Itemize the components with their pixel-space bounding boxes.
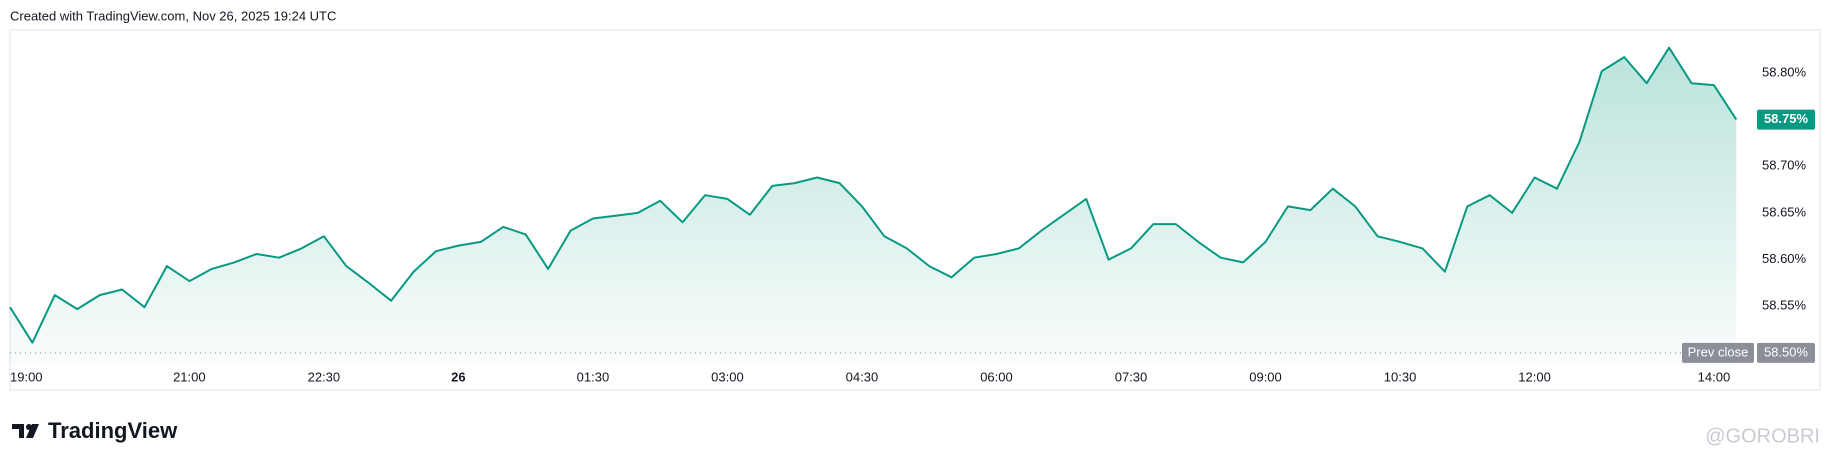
x-tick-label: 10:30	[1384, 369, 1417, 384]
x-tick-label: 19:00	[10, 369, 43, 384]
prev-close-box	[1757, 342, 1815, 363]
x-tick-label: 21:00	[173, 369, 206, 384]
header: Created with TradingView.com, Nov 26, 20…	[10, 8, 336, 23]
y-tick-label: 58.70%	[1762, 158, 1807, 173]
x-tick-label: 14:00	[1698, 369, 1731, 384]
y-tick-label: 58.60%	[1762, 251, 1807, 266]
x-tick-label: 06:00	[980, 369, 1013, 384]
price-line	[9, 46, 1738, 344]
area-fill	[10, 47, 1737, 366]
x-tick-label: 04:30	[846, 369, 879, 384]
prev-close-name: Prev close	[1688, 344, 1749, 359]
logo-icon	[12, 424, 39, 438]
y-tick-label: 58.80%	[1762, 64, 1807, 79]
y-tick-label: 58.65%	[1762, 204, 1807, 219]
x-tick-label: 22:30	[308, 369, 341, 384]
logo: TradingView	[48, 418, 178, 443]
x-tick-label: 07:30	[1115, 369, 1148, 384]
prev-close-name-box	[1682, 342, 1754, 363]
chart-frame	[9, 29, 1821, 391]
last-price-label: 58.75%	[1764, 111, 1809, 126]
x-tick-label: 03:00	[711, 369, 744, 384]
x-tick-label: 01:30	[577, 369, 610, 384]
watermark: @GOROBRI	[1705, 425, 1820, 447]
y-tick-label: 58.55%	[1762, 298, 1807, 313]
x-tick-label: 09:00	[1249, 369, 1282, 384]
prev-close-label: 58.50%	[1764, 344, 1809, 359]
x-tick-label: 12:00	[1518, 369, 1551, 384]
x-tick-label: 26	[451, 369, 465, 384]
last-price-box	[1757, 109, 1815, 130]
